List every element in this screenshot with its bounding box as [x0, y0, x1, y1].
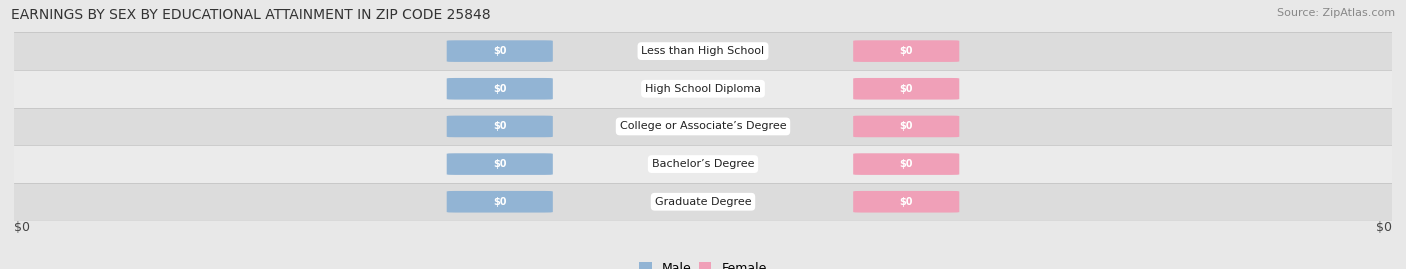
Bar — [14, 183, 1392, 221]
FancyBboxPatch shape — [853, 153, 959, 175]
Bar — [14, 145, 1392, 183]
Text: Bachelor’s Degree: Bachelor’s Degree — [652, 159, 754, 169]
Text: $0: $0 — [14, 221, 30, 233]
FancyBboxPatch shape — [853, 116, 959, 137]
FancyBboxPatch shape — [447, 40, 553, 62]
Text: $0: $0 — [1376, 221, 1392, 233]
Text: $0: $0 — [900, 159, 912, 169]
Text: $0: $0 — [900, 121, 912, 132]
Bar — [14, 32, 1392, 70]
Text: Less than High School: Less than High School — [641, 46, 765, 56]
FancyBboxPatch shape — [447, 191, 553, 213]
Bar — [14, 108, 1392, 145]
Text: $0: $0 — [900, 197, 912, 207]
Text: $0: $0 — [494, 84, 506, 94]
FancyBboxPatch shape — [853, 191, 959, 213]
Text: $0: $0 — [494, 159, 506, 169]
Text: College or Associate’s Degree: College or Associate’s Degree — [620, 121, 786, 132]
FancyBboxPatch shape — [447, 153, 553, 175]
FancyBboxPatch shape — [447, 116, 553, 137]
Text: $0: $0 — [494, 46, 506, 56]
Text: $0: $0 — [900, 84, 912, 94]
Text: EARNINGS BY SEX BY EDUCATIONAL ATTAINMENT IN ZIP CODE 25848: EARNINGS BY SEX BY EDUCATIONAL ATTAINMEN… — [11, 8, 491, 22]
Text: $0: $0 — [494, 197, 506, 207]
FancyBboxPatch shape — [853, 40, 959, 62]
FancyBboxPatch shape — [447, 78, 553, 100]
Bar — [14, 70, 1392, 108]
Text: $0: $0 — [494, 121, 506, 132]
Text: High School Diploma: High School Diploma — [645, 84, 761, 94]
Text: $0: $0 — [900, 46, 912, 56]
Legend: Male, Female: Male, Female — [640, 261, 766, 269]
Text: Source: ZipAtlas.com: Source: ZipAtlas.com — [1277, 8, 1395, 18]
FancyBboxPatch shape — [853, 78, 959, 100]
Text: Graduate Degree: Graduate Degree — [655, 197, 751, 207]
